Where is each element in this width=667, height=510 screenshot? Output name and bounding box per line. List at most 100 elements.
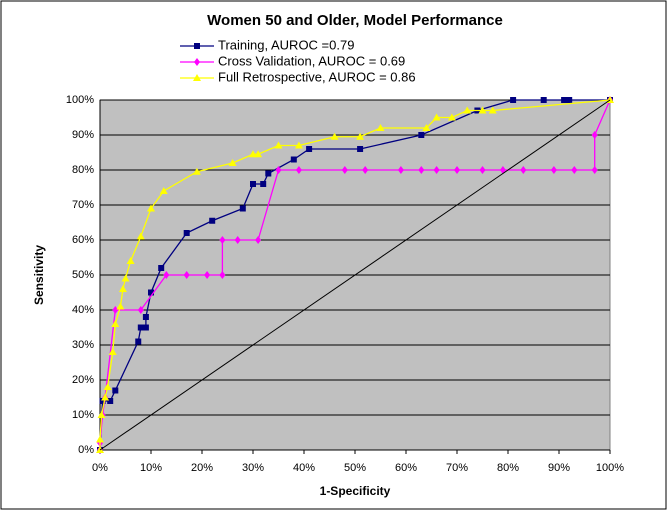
- y-tick-label: 20%: [72, 374, 94, 386]
- marker: [454, 166, 460, 174]
- x-tick-label: 0%: [92, 462, 108, 474]
- marker: [97, 411, 106, 418]
- marker: [510, 97, 517, 103]
- marker: [137, 324, 144, 331]
- marker: [260, 181, 267, 187]
- marker: [112, 306, 119, 314]
- marker: [137, 306, 144, 314]
- marker: [148, 289, 154, 296]
- marker: [126, 257, 135, 264]
- marker: [254, 150, 263, 158]
- marker: [591, 131, 598, 139]
- marker: [418, 132, 425, 138]
- chart-title: Women 50 and Older, Model Performance: [207, 12, 503, 29]
- x-tick-label: 40%: [293, 462, 315, 474]
- marker: [183, 230, 190, 236]
- legend-label: Training, AUROC =0.79: [218, 37, 354, 52]
- x-tick-label: 70%: [446, 462, 468, 474]
- marker: [479, 166, 486, 174]
- marker: [330, 132, 339, 140]
- x-tick-label: 80%: [497, 462, 519, 474]
- marker: [142, 314, 149, 320]
- marker: [192, 167, 201, 175]
- marker: [295, 166, 302, 174]
- marker: [356, 132, 365, 140]
- marker: [228, 159, 237, 166]
- x-tick-label: 50%: [344, 462, 366, 474]
- marker: [142, 324, 149, 331]
- marker: [103, 383, 112, 390]
- marker: [121, 274, 130, 282]
- marker: [234, 236, 241, 244]
- marker: [219, 271, 226, 279]
- marker: [219, 236, 226, 244]
- marker: [275, 166, 282, 174]
- marker: [591, 166, 598, 174]
- y-tick-label: 0%: [78, 444, 94, 456]
- marker: [357, 146, 364, 152]
- marker: [147, 204, 155, 212]
- marker: [422, 124, 431, 131]
- marker: [136, 232, 145, 240]
- marker: [561, 97, 568, 103]
- marker: [488, 106, 497, 114]
- legend-label: Full Retrospective, AUROC = 0.86: [218, 69, 416, 84]
- y-tick-label: 40%: [72, 304, 94, 316]
- y-tick-label: 100%: [66, 94, 94, 106]
- marker: [341, 166, 348, 174]
- marker: [432, 113, 441, 121]
- x-axis-title: 1-Specificity: [320, 484, 391, 498]
- x-tick-label: 10%: [140, 462, 162, 474]
- marker: [397, 166, 404, 174]
- marker: [362, 166, 369, 174]
- marker: [540, 97, 547, 103]
- marker: [447, 113, 456, 121]
- marker: [159, 187, 168, 194]
- marker: [239, 205, 246, 212]
- marker: [99, 398, 106, 404]
- marker: [194, 43, 200, 49]
- x-tick-label: 20%: [191, 462, 213, 474]
- y-tick-label: 90%: [72, 129, 94, 141]
- marker: [111, 320, 120, 327]
- marker: [194, 58, 200, 66]
- y-tick-label: 70%: [72, 199, 94, 211]
- marker: [571, 166, 578, 174]
- marker: [107, 398, 114, 404]
- marker: [478, 106, 487, 114]
- y-axis-title: Sensitivity: [32, 245, 46, 305]
- marker: [433, 166, 440, 174]
- x-tick-label: 100%: [596, 462, 624, 474]
- x-tick-label: 30%: [242, 462, 264, 474]
- legend-label: Cross Validation, AUROC = 0.69: [218, 53, 405, 68]
- marker: [274, 141, 283, 149]
- series-line: [99, 99, 611, 451]
- marker: [118, 285, 127, 292]
- x-tick-label: 90%: [548, 462, 570, 474]
- series-line: [99, 99, 611, 450]
- marker: [290, 156, 297, 163]
- marker: [418, 166, 425, 174]
- marker: [376, 124, 385, 131]
- marker: [209, 217, 216, 224]
- marker: [250, 181, 256, 187]
- y-tick-label: 80%: [72, 164, 94, 176]
- marker: [163, 271, 170, 279]
- marker: [204, 271, 211, 279]
- marker: [550, 166, 557, 174]
- marker: [255, 236, 262, 244]
- marker: [112, 387, 119, 394]
- marker: [249, 150, 257, 158]
- y-tick-label: 10%: [72, 409, 94, 421]
- x-tick-label: 60%: [395, 462, 417, 474]
- marker: [116, 302, 125, 310]
- marker: [158, 265, 165, 271]
- marker: [566, 97, 573, 103]
- marker: [520, 166, 527, 174]
- marker: [135, 338, 142, 345]
- marker: [193, 74, 201, 81]
- y-tick-label: 30%: [72, 339, 94, 351]
- marker: [306, 146, 313, 152]
- marker: [108, 348, 117, 355]
